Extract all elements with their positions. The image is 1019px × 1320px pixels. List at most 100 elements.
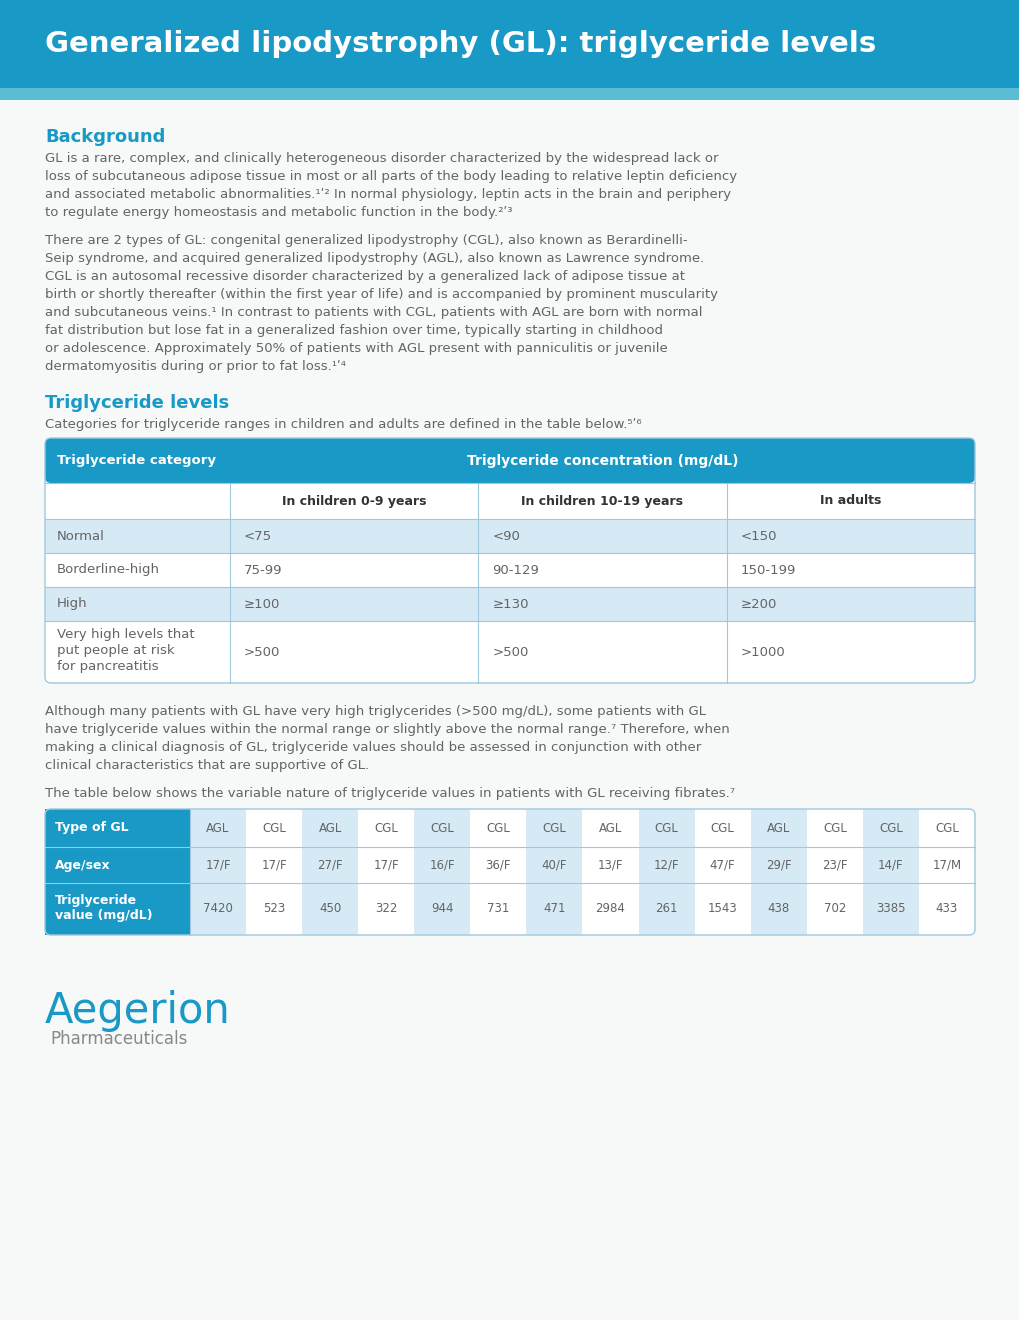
Bar [526, 809, 582, 847]
Text: 523: 523 [263, 903, 285, 916]
Text: In children 10-19 years: In children 10-19 years [521, 495, 683, 507]
Text: put people at risk: put people at risk [57, 644, 174, 657]
Text: The table below shows the variable nature of triglyceride values in patients wit: The table below shows the variable natur… [45, 787, 735, 800]
Text: GL is a rare, complex, and clinically heterogeneous disorder characterized by th: GL is a rare, complex, and clinically he… [45, 152, 717, 165]
Text: High: High [57, 598, 88, 610]
Text: CGL: CGL [430, 821, 453, 834]
Text: 23/F: 23/F [821, 858, 847, 871]
Text: CGL is an autosomal recessive disorder characterized by a generalized lack of ad: CGL is an autosomal recessive disorder c… [45, 271, 685, 282]
Text: Aegerion: Aegerion [45, 990, 230, 1032]
Text: birth or shortly thereafter (within the first year of life) and is accompanied b: birth or shortly thereafter (within the … [45, 288, 717, 301]
Bar [918, 883, 974, 935]
Text: 47/F: 47/F [709, 858, 735, 871]
Text: Age/sex: Age/sex [55, 858, 110, 871]
Text: 17/M: 17/M [931, 858, 961, 871]
Text: <90: <90 [492, 529, 520, 543]
Text: fat distribution but lose fat in a generalized fashion over time, typically star: fat distribution but lose fat in a gener… [45, 323, 662, 337]
Text: CGL: CGL [654, 821, 678, 834]
Text: making a clinical diagnosis of GL, triglyceride values should be assessed in con: making a clinical diagnosis of GL, trigl… [45, 741, 701, 754]
Bar [45, 587, 974, 620]
Bar [806, 883, 862, 935]
Bar [414, 809, 470, 847]
Bar [694, 847, 750, 883]
Text: have triglyceride values within the normal range or slightly above the normal ra: have triglyceride values within the norm… [45, 723, 729, 737]
Text: 13/F: 13/F [597, 858, 623, 871]
Bar [862, 847, 918, 883]
Text: 702: 702 [822, 903, 845, 916]
Bar [246, 847, 302, 883]
Bar [750, 809, 806, 847]
Bar [190, 809, 246, 847]
Text: 261: 261 [655, 903, 678, 916]
Bar [470, 847, 526, 883]
Text: AGL: AGL [598, 821, 622, 834]
Text: ≥200: ≥200 [740, 598, 776, 610]
Bar [45, 809, 190, 847]
Text: CGL: CGL [934, 821, 958, 834]
Text: 17/F: 17/F [261, 858, 286, 871]
Text: CGL: CGL [822, 821, 846, 834]
Bar [582, 809, 638, 847]
Text: value (mg/dL): value (mg/dL) [55, 909, 153, 921]
Bar [302, 809, 358, 847]
Text: Seip syndrome, and acquired generalized lipodystrophy (AGL), also known as Lawre: Seip syndrome, and acquired generalized … [45, 252, 703, 265]
Text: Triglyceride concentration (mg/dL): Triglyceride concentration (mg/dL) [467, 454, 738, 467]
Text: 731: 731 [487, 903, 510, 916]
Text: and subcutaneous veins.¹ In contrast to patients with CGL, patients with AGL are: and subcutaneous veins.¹ In contrast to … [45, 306, 702, 319]
Text: Type of GL: Type of GL [55, 821, 128, 834]
Text: <75: <75 [244, 529, 272, 543]
Bar [302, 883, 358, 935]
Bar [0, 0, 1019, 88]
Bar [470, 883, 526, 935]
Bar [918, 809, 974, 847]
Bar [638, 883, 694, 935]
Bar [806, 809, 862, 847]
Text: 1543: 1543 [707, 903, 737, 916]
Text: 75-99: 75-99 [244, 564, 282, 577]
Text: 3385: 3385 [875, 903, 905, 916]
Bar [582, 847, 638, 883]
Text: Triglyceride levels: Triglyceride levels [45, 393, 229, 412]
Bar [638, 809, 694, 847]
Bar [694, 883, 750, 935]
Text: or adolescence. Approximately 50% of patients with AGL present with panniculitis: or adolescence. Approximately 50% of pat… [45, 342, 667, 355]
Text: and associated metabolic abnormalities.¹ʹ² In normal physiology, leptin acts in : and associated metabolic abnormalities.¹… [45, 187, 731, 201]
Bar [190, 883, 246, 935]
Text: 471: 471 [543, 903, 566, 916]
Bar [470, 809, 526, 847]
Bar [45, 847, 190, 883]
Text: AGL: AGL [318, 821, 341, 834]
Text: 27/F: 27/F [317, 858, 342, 871]
Bar [302, 847, 358, 883]
Text: CGL: CGL [542, 821, 566, 834]
Text: ≥130: ≥130 [492, 598, 528, 610]
Bar [358, 809, 414, 847]
Text: CGL: CGL [262, 821, 285, 834]
Bar [582, 883, 638, 935]
Text: to regulate energy homeostasis and metabolic function in the body.²ʹ³: to regulate energy homeostasis and metab… [45, 206, 512, 219]
Text: 322: 322 [375, 903, 397, 916]
Text: dermatomyositis during or prior to fat loss.¹ʹ⁴: dermatomyositis during or prior to fat l… [45, 360, 345, 374]
Text: AGL: AGL [766, 821, 790, 834]
Text: Categories for triglyceride ranges in children and adults are defined in the tab: Categories for triglyceride ranges in ch… [45, 418, 641, 432]
Bar [750, 847, 806, 883]
Text: In children 0-9 years: In children 0-9 years [281, 495, 426, 507]
Text: 40/F: 40/F [541, 858, 567, 871]
Text: Generalized lipodystrophy (GL): triglyceride levels: Generalized lipodystrophy (GL): triglyce… [45, 30, 875, 58]
Bar [246, 883, 302, 935]
Text: for pancreatitis: for pancreatitis [57, 660, 159, 673]
Text: 16/F: 16/F [429, 858, 454, 871]
Text: 450: 450 [319, 903, 341, 916]
Text: 7420: 7420 [203, 903, 232, 916]
Text: Triglyceride: Triglyceride [55, 894, 137, 907]
Bar [526, 883, 582, 935]
Bar [45, 519, 974, 553]
Text: 17/F: 17/F [205, 858, 230, 871]
Text: ≥100: ≥100 [244, 598, 280, 610]
Text: Background: Background [45, 128, 165, 147]
Text: There are 2 types of GL: congenital generalized lipodystrophy (CGL), also known : There are 2 types of GL: congenital gene… [45, 234, 687, 247]
Text: In adults: In adults [819, 495, 880, 507]
Bar [414, 847, 470, 883]
Text: >500: >500 [244, 645, 280, 659]
Bar [190, 847, 246, 883]
